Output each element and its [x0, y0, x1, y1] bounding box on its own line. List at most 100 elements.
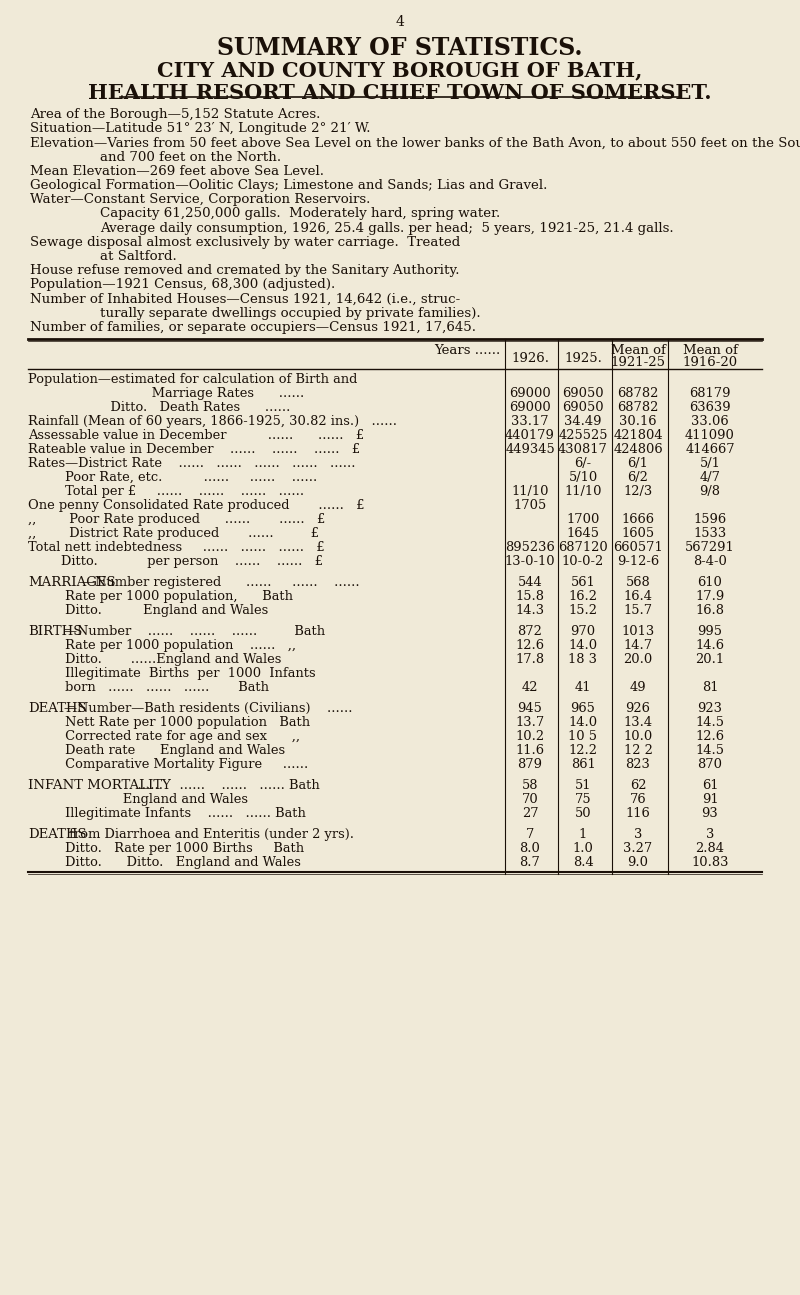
Text: 93: 93: [702, 807, 718, 820]
Text: Population—estimated for calculation of Birth and: Population—estimated for calculation of …: [28, 373, 358, 386]
Text: Illegitimate Infants    ......   ...... Bath: Illegitimate Infants ...... ...... Bath: [28, 807, 306, 820]
Text: 687120: 687120: [558, 541, 608, 554]
Text: 30.16: 30.16: [619, 416, 657, 429]
Text: 8.4: 8.4: [573, 856, 594, 869]
Text: Rainfall (Mean of 60 years, 1866-1925, 30.82 ins.)   ......: Rainfall (Mean of 60 years, 1866-1925, 3…: [28, 416, 397, 429]
Text: 4: 4: [395, 16, 405, 28]
Text: 1013: 1013: [622, 625, 654, 638]
Text: 17.9: 17.9: [695, 591, 725, 603]
Text: 1705: 1705: [514, 499, 546, 513]
Text: 1596: 1596: [694, 513, 726, 526]
Text: 33.17: 33.17: [511, 416, 549, 429]
Text: 1533: 1533: [694, 527, 726, 540]
Text: 3.27: 3.27: [623, 842, 653, 855]
Text: 41: 41: [574, 681, 591, 694]
Text: 870: 870: [698, 758, 722, 772]
Text: 12 2: 12 2: [623, 745, 653, 758]
Text: 544: 544: [518, 576, 542, 589]
Text: 1916-20: 1916-20: [682, 356, 738, 369]
Text: 872: 872: [518, 625, 542, 638]
Text: 18 3: 18 3: [569, 653, 598, 666]
Text: 14.0: 14.0: [569, 716, 598, 729]
Text: 76: 76: [630, 794, 646, 807]
Text: Marriage Rates      ......: Marriage Rates ......: [28, 387, 304, 400]
Text: 6/2: 6/2: [627, 471, 649, 484]
Text: 17.8: 17.8: [515, 653, 545, 666]
Text: 449345: 449345: [505, 443, 555, 456]
Text: 945: 945: [518, 702, 542, 715]
Text: Total nett indebtedness     ......   ......   ......   £: Total nett indebtedness ...... ...... ..…: [28, 541, 325, 554]
Text: 1921-25: 1921-25: [610, 356, 666, 369]
Text: Poor Rate, etc.          ......     ......    ......: Poor Rate, etc. ...... ...... ......: [28, 471, 318, 484]
Text: 14.7: 14.7: [623, 640, 653, 653]
Text: 69050: 69050: [562, 401, 604, 414]
Text: 8-4-0: 8-4-0: [693, 556, 727, 569]
Text: —Number    ......    ......    ......         Bath: —Number ...... ...... ...... Bath: [64, 625, 325, 638]
Text: 425525: 425525: [558, 429, 608, 442]
Text: 9.0: 9.0: [627, 856, 649, 869]
Text: Years ......: Years ......: [434, 344, 500, 357]
Text: 430817: 430817: [558, 443, 608, 456]
Text: 33.06: 33.06: [691, 416, 729, 429]
Text: 13.4: 13.4: [623, 716, 653, 729]
Text: 1925.: 1925.: [564, 352, 602, 365]
Text: 14.6: 14.6: [695, 640, 725, 653]
Text: 970: 970: [570, 625, 595, 638]
Text: 11/10: 11/10: [564, 486, 602, 499]
Text: 9/8: 9/8: [699, 486, 721, 499]
Text: 1666: 1666: [622, 513, 654, 526]
Text: 68782: 68782: [618, 387, 658, 400]
Text: 965: 965: [570, 702, 595, 715]
Text: 15.2: 15.2: [569, 605, 598, 618]
Text: 567291: 567291: [685, 541, 735, 554]
Text: 15.8: 15.8: [515, 591, 545, 603]
Text: Sewage disposal almost exclusively by water carriage.  Treated: Sewage disposal almost exclusively by wa…: [30, 236, 460, 249]
Text: 14.0: 14.0: [569, 640, 598, 653]
Text: 20.0: 20.0: [623, 653, 653, 666]
Text: 11/10: 11/10: [511, 486, 549, 499]
Text: and 700 feet on the North.: and 700 feet on the North.: [100, 150, 281, 163]
Text: 49: 49: [630, 681, 646, 694]
Text: 926: 926: [626, 702, 650, 715]
Text: Total per £     ......    ......    ......   ......: Total per £ ...... ...... ...... ......: [28, 486, 304, 499]
Text: Comparative Mortality Figure     ......: Comparative Mortality Figure ......: [28, 758, 308, 772]
Text: Rateable value in December    ......    ......    ......   £: Rateable value in December ...... ......…: [28, 443, 360, 456]
Text: DEATHS: DEATHS: [28, 702, 86, 715]
Text: ,,        District Rate produced       ......         £: ,, District Rate produced ...... £: [28, 527, 319, 540]
Text: 69000: 69000: [509, 401, 551, 414]
Text: Ditto.            per person    ......    ......   £: Ditto. per person ...... ...... £: [28, 556, 323, 569]
Text: 69050: 69050: [562, 387, 604, 400]
Text: 12/3: 12/3: [623, 486, 653, 499]
Text: Average daily consumption, 1926, 25.4 galls. per head;  5 years, 1921-25, 21.4 g: Average daily consumption, 1926, 25.4 ga…: [100, 221, 674, 234]
Text: Mean of: Mean of: [682, 344, 738, 357]
Text: 13-0-10: 13-0-10: [505, 556, 555, 569]
Text: INFANT MORTALITY: INFANT MORTALITY: [28, 780, 171, 793]
Text: 69000: 69000: [509, 387, 551, 400]
Text: Mean Elevation—269 feet above Sea Level.: Mean Elevation—269 feet above Sea Level.: [30, 164, 324, 177]
Text: Rate per 1000 population    ......   ,,: Rate per 1000 population ...... ,,: [28, 640, 296, 653]
Text: 116: 116: [626, 807, 650, 820]
Text: 75: 75: [574, 794, 591, 807]
Text: 561: 561: [570, 576, 595, 589]
Text: 861: 861: [570, 758, 595, 772]
Text: 70: 70: [522, 794, 538, 807]
Text: Geological Formation—Oolitic Clays; Limestone and Sands; Lias and Gravel.: Geological Formation—Oolitic Clays; Lime…: [30, 179, 547, 192]
Text: 5/1: 5/1: [699, 457, 721, 470]
Text: 10.83: 10.83: [691, 856, 729, 869]
Text: Number of Inhabited Houses—Census 1921, 14,642 (i.e., struc-: Number of Inhabited Houses—Census 1921, …: [30, 293, 460, 306]
Text: 1.0: 1.0: [573, 842, 594, 855]
Text: 51: 51: [574, 780, 591, 793]
Text: House refuse removed and cremated by the Sanitary Authority.: House refuse removed and cremated by the…: [30, 264, 459, 277]
Text: 10.2: 10.2: [515, 730, 545, 743]
Text: 9-12-6: 9-12-6: [617, 556, 659, 569]
Text: —Number registered      ......     ......    ......: —Number registered ...... ...... ......: [82, 576, 360, 589]
Text: 10 5: 10 5: [569, 730, 598, 743]
Text: Ditto.   Rate per 1000 Births     Bath: Ditto. Rate per 1000 Births Bath: [28, 842, 304, 855]
Text: 50: 50: [574, 807, 591, 820]
Text: Capacity 61,250,000 galls.  Moderately hard, spring water.: Capacity 61,250,000 galls. Moderately ha…: [100, 207, 500, 220]
Text: Area of the Borough—5,152 Statute Acres.: Area of the Borough—5,152 Statute Acres.: [30, 107, 320, 120]
Text: 2.84: 2.84: [695, 842, 725, 855]
Text: 11.6: 11.6: [515, 745, 545, 758]
Text: 923: 923: [698, 702, 722, 715]
Text: 1: 1: [579, 829, 587, 842]
